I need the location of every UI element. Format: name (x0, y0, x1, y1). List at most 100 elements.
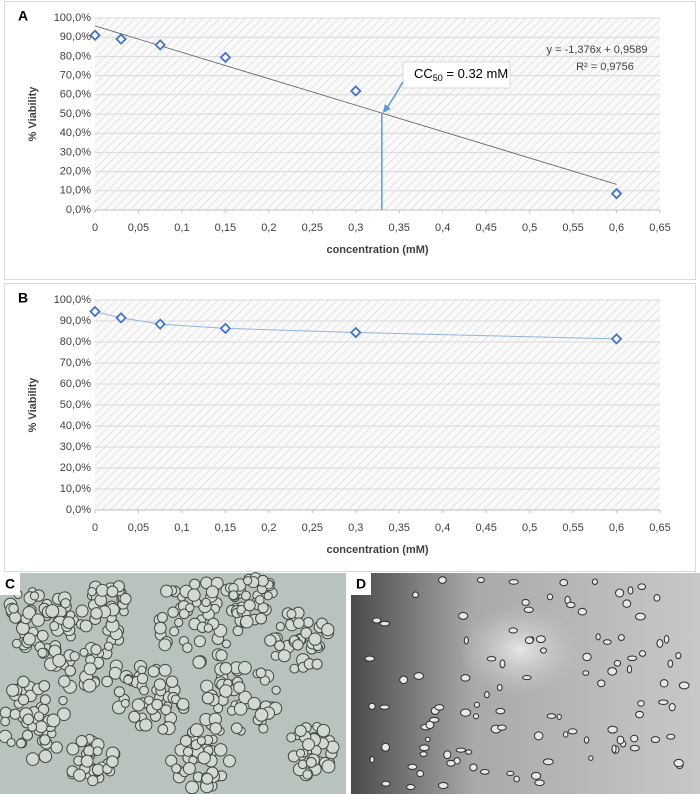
cell (286, 732, 297, 743)
y-tick-label: 60,0% (60, 378, 91, 390)
x-tick-label: 0,35 (389, 522, 410, 534)
cell (321, 623, 335, 637)
cell (486, 656, 497, 662)
cell (425, 736, 431, 743)
cell (629, 744, 640, 752)
cell (0, 706, 12, 719)
cell (151, 698, 163, 711)
cell (113, 686, 126, 698)
x-tick-label: 0,5 (522, 522, 537, 534)
x-tick-label: 0,15 (215, 522, 236, 534)
cell (274, 640, 285, 652)
cell (80, 754, 94, 768)
cell (255, 667, 267, 679)
cell (379, 704, 390, 710)
cell (258, 723, 269, 734)
cell (236, 604, 246, 615)
cell (169, 626, 180, 637)
y-tick-label: 10,0% (60, 185, 91, 197)
cell (240, 614, 254, 629)
cell (295, 748, 306, 758)
cell (413, 672, 424, 680)
cell (667, 659, 674, 668)
cell (607, 667, 618, 676)
cell (308, 632, 322, 646)
y-tick-label: 70,0% (60, 357, 91, 369)
cell (675, 652, 682, 660)
x-tick-label: 0,05 (128, 222, 149, 234)
cell (263, 591, 273, 601)
cell (513, 775, 520, 783)
cell (36, 629, 49, 642)
cell (484, 691, 490, 699)
cell (45, 604, 60, 619)
glow (460, 605, 580, 695)
cell (165, 675, 179, 688)
cell (635, 612, 646, 621)
cell (508, 627, 518, 634)
cell (205, 585, 219, 599)
cell (106, 755, 119, 768)
cell (240, 590, 251, 601)
cell (33, 711, 45, 722)
cell (271, 685, 281, 695)
x-tick-label: 0 (92, 522, 98, 534)
cell (275, 621, 285, 632)
cell (479, 768, 490, 775)
cell (533, 731, 544, 741)
x-tick-label: 0,25 (302, 522, 323, 534)
cell (255, 612, 268, 625)
y-tick-label: 30,0% (60, 146, 91, 158)
cell (228, 590, 239, 601)
cell (147, 665, 160, 678)
cell (213, 743, 228, 757)
cell (286, 608, 297, 619)
cells-d (364, 576, 690, 791)
cell (196, 736, 207, 746)
data-point (219, 51, 232, 64)
cell (83, 662, 97, 676)
y-tick-label: 80,0% (60, 336, 91, 348)
data-point (154, 318, 166, 330)
cell (465, 749, 473, 755)
cell (171, 763, 182, 774)
cell (75, 735, 88, 748)
cc50-callout (402, 61, 511, 89)
y-tick-label: 50,0% (60, 399, 91, 411)
cell (91, 763, 105, 776)
cell (613, 659, 622, 667)
y-tick-label: 100,0% (54, 12, 92, 24)
cell (22, 632, 36, 646)
cell (381, 780, 391, 787)
cell (469, 763, 478, 772)
y-tick-label: 90,0% (60, 315, 91, 327)
x-tick-label: 0,25 (302, 222, 323, 234)
cell (559, 578, 569, 587)
cell (637, 700, 645, 707)
cell (626, 665, 633, 674)
cell (29, 591, 40, 601)
cell (607, 725, 618, 734)
x-tick-label: 0,65 (649, 222, 670, 234)
cell (233, 681, 246, 694)
x-tick-label: 0,2 (261, 222, 276, 234)
cell (60, 598, 71, 609)
cell (209, 722, 222, 735)
cell (497, 724, 507, 731)
cell (37, 647, 48, 658)
cell (158, 663, 172, 677)
cell (546, 593, 554, 601)
cell (300, 627, 313, 639)
trendline-r2: R² = 0,9756 (576, 61, 634, 73)
cell (302, 769, 313, 780)
data-point (115, 33, 127, 45)
y-axis-title: % Viability (27, 377, 39, 433)
y-tick-label: 80,0% (60, 50, 91, 62)
cell (381, 742, 391, 752)
cell (87, 586, 97, 597)
cell (437, 782, 449, 789)
cell (577, 607, 588, 616)
cell (243, 576, 253, 586)
cell (11, 638, 22, 649)
y-tick-label: 50,0% (60, 108, 91, 120)
